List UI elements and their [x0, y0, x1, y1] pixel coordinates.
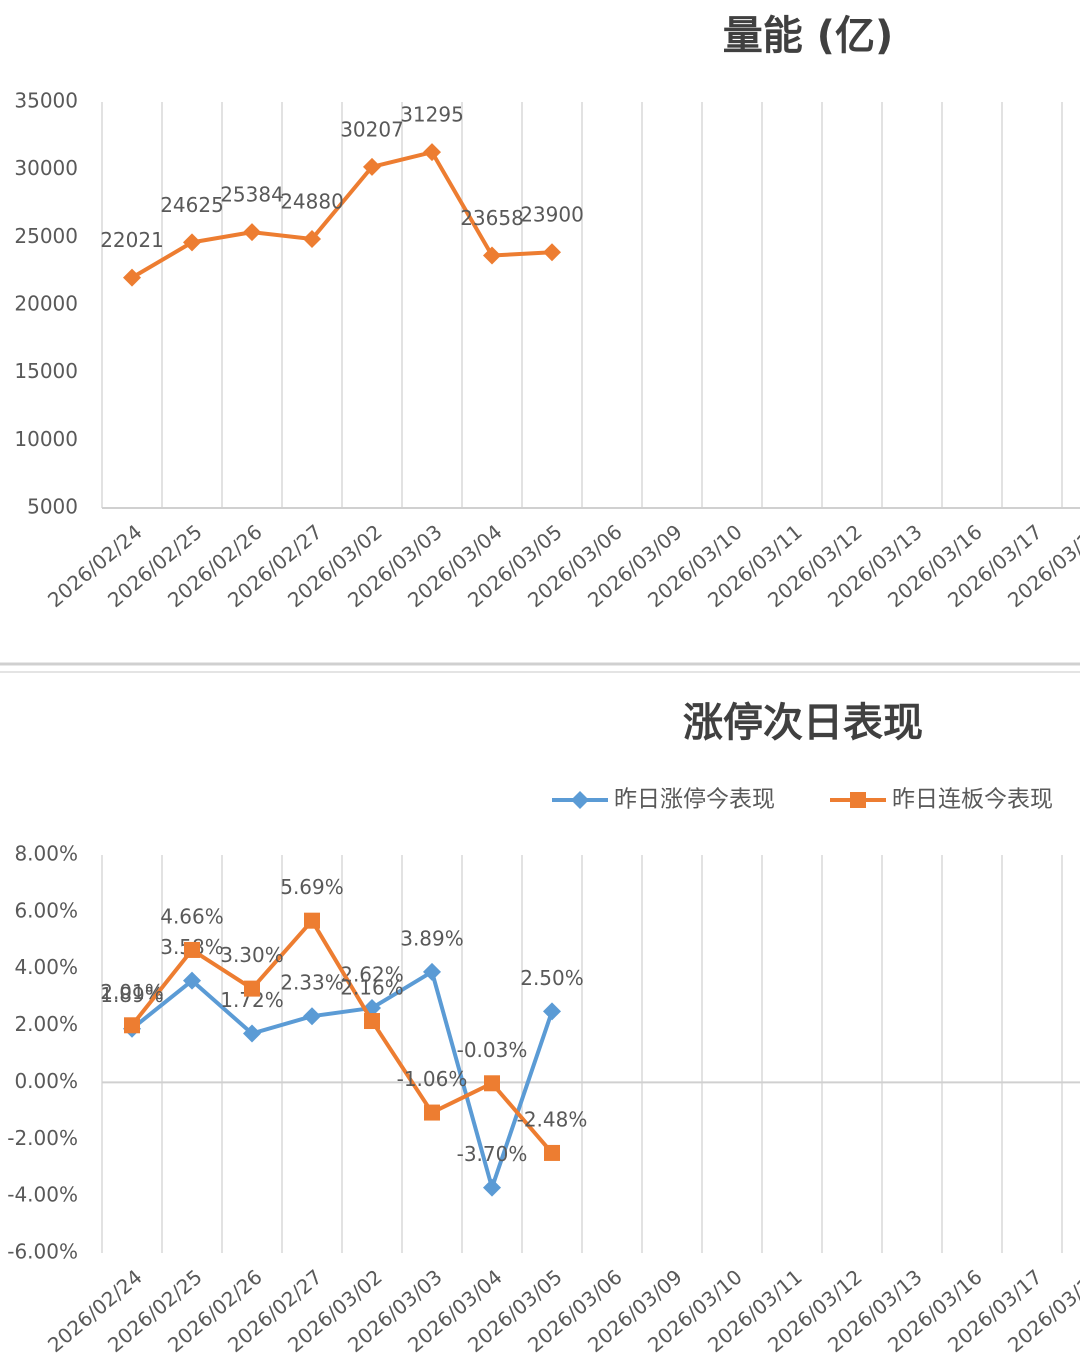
data-label: 1.89%: [100, 983, 164, 1007]
marker: [850, 792, 866, 808]
marker: [364, 1013, 380, 1030]
marker: [244, 980, 260, 997]
data-label: 5.69%: [280, 875, 344, 899]
data-label: 30207: [340, 117, 404, 141]
marker: [183, 233, 201, 252]
y-tick-label: -6.00%: [7, 1240, 78, 1264]
marker: [243, 223, 261, 242]
data-label: 2.01%: [100, 980, 164, 1004]
legend-label: 昨日涨停今表现: [614, 787, 775, 813]
y-tick-label: 0.00%: [14, 1069, 78, 1093]
marker: [124, 1017, 140, 1034]
data-label: -0.03%: [457, 1038, 528, 1062]
data-label: 2.50%: [520, 966, 584, 990]
chart-title: 量能 (亿): [723, 13, 894, 59]
y-tick-label: 4.00%: [14, 955, 78, 979]
y-tick-label: 2.00%: [14, 1012, 78, 1036]
data-label: 23900: [520, 203, 584, 227]
line: [130, 918, 554, 1155]
data-label: 22021: [100, 228, 164, 252]
data-label: 2.33%: [280, 971, 344, 995]
y-tick-label: -4.00%: [7, 1183, 78, 1207]
data-label: -3.70%: [457, 1142, 528, 1166]
marker: [304, 912, 320, 929]
marker: [424, 1104, 440, 1121]
y-tick-label: 6.00%: [14, 898, 78, 922]
marker: [243, 1024, 261, 1043]
data-label: 25384: [220, 183, 284, 207]
chart-title: 涨停次日表现: [683, 700, 923, 746]
marker: [423, 962, 441, 981]
y-tick-label: 8.00%: [14, 842, 78, 866]
y-tick-label: 35000: [14, 89, 78, 113]
marker: [483, 1178, 501, 1197]
y-tick-label: 10000: [14, 427, 78, 451]
data-label: 31295: [400, 103, 464, 127]
data-label: 4.66%: [160, 904, 224, 928]
data-label: -2.48%: [517, 1107, 588, 1131]
legend-label: 昨日连板今表现: [892, 787, 1053, 813]
marker: [183, 971, 201, 990]
y-tick-label: 5000: [27, 495, 78, 519]
data-label: 23658: [460, 206, 524, 230]
marker: [544, 1144, 560, 1161]
marker: [123, 268, 141, 287]
data-label: 2.16%: [340, 976, 404, 1000]
data-label: 24880: [280, 189, 344, 213]
data-label: -1.06%: [397, 1067, 468, 1091]
marker: [363, 157, 381, 176]
y-tick-label: 15000: [14, 359, 78, 383]
marker: [571, 791, 589, 809]
marker: [543, 1002, 561, 1021]
y-tick-label: 25000: [14, 224, 78, 248]
data-label: 3.30%: [220, 943, 284, 967]
line: [130, 150, 553, 280]
y-tick-label: 30000: [14, 156, 78, 180]
y-tick-label: 20000: [14, 292, 78, 316]
marker: [184, 941, 200, 958]
marker: [543, 243, 561, 262]
marker: [484, 1075, 500, 1092]
data-label: 3.89%: [400, 926, 464, 950]
marker: [303, 229, 321, 248]
data-label: 24625: [160, 193, 224, 217]
line: [130, 969, 554, 1190]
marker: [303, 1007, 321, 1026]
marker: [423, 143, 441, 162]
marker: [483, 246, 501, 265]
y-tick-label: -2.00%: [7, 1126, 78, 1150]
